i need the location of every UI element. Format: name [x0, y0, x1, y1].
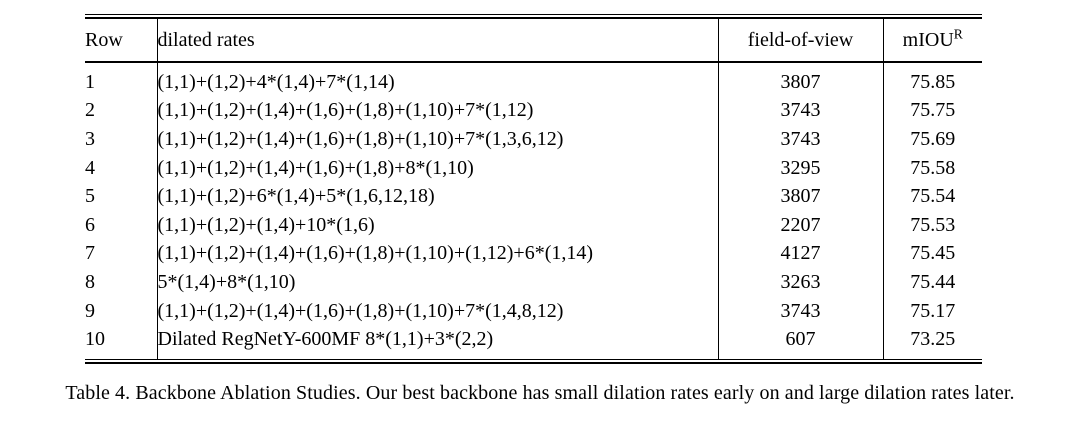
row-number-cell: 1	[85, 70, 95, 93]
header-row: Row dilated rates field-of-view mIOUR	[85, 19, 982, 63]
row-number-cell: 2	[85, 99, 95, 122]
table-row: 8 5*(1,4)+8*(1,10) 3263 75.44	[85, 268, 982, 297]
dilated-rates-cell: (1,1)+(1,2)+(1,4)+(1,6)+(1,8)+(1,10)+(1,…	[156, 239, 718, 269]
table-row: 6 (1,1)+(1,2)+(1,4)+10*(1,6) 2207 75.53	[85, 210, 982, 240]
field-of-view-cell: 3743	[717, 296, 883, 326]
dilated-rates-cell: (1,1)+(1,2)+(1,4)+(1,6)+(1,8)+8*(1,10)	[156, 153, 718, 183]
miou-superscript: R	[953, 25, 963, 41]
dilated-rates-cell: (1,1)+(1,2)+(1,4)+10*(1,6)	[156, 210, 718, 240]
miou-cell: 75.45	[882, 239, 982, 269]
miou-cell: 75.85	[882, 62, 982, 97]
field-of-view-cell: 4127	[717, 239, 883, 269]
header-cell-dilated-rates: dilated rates	[156, 19, 718, 63]
field-of-view-cell: 607	[717, 325, 883, 359]
table-row: 1 (1,1)+(1,2)+4*(1,4)+7*(1,14) 3807 75.85	[85, 62, 982, 97]
field-of-view-cell: 3295	[717, 153, 883, 183]
table-top-rule	[85, 14, 982, 19]
dilated-rates-cell: 5*(1,4)+8*(1,10)	[156, 268, 718, 297]
backbone-ablation-table: Row dilated rates field-of-view mIOUR 1 (…	[85, 19, 982, 359]
table-row: 10 Dilated RegNetY-600MF 8*(1,1)+3*(2,2) 6…	[85, 325, 982, 359]
row-number-cell: 8	[85, 270, 95, 293]
table-row: 7 (1,1)+(1,2)+(1,4)+(1,6)+(1,8)+(1,10)+(1…	[85, 239, 982, 269]
table-row: 9 (1,1)+(1,2)+(1,4)+(1,6)+(1,8)+(1,10)+7*…	[85, 296, 982, 326]
dilated-rates-cell: (1,1)+(1,2)+6*(1,4)+5*(1,6,12,18)	[156, 182, 718, 211]
field-of-view-cell: 3807	[717, 62, 883, 97]
row-number-cell: 9	[85, 299, 95, 322]
field-of-view-cell: 3743	[717, 96, 883, 126]
miou-cell: 75.53	[882, 210, 982, 240]
table-body: 1 (1,1)+(1,2)+4*(1,4)+7*(1,14) 3807 75.85 2(…	[85, 62, 982, 359]
dilated-rates-cell: (1,1)+(1,2)+(1,4)+(1,6)+(1,8)+(1,10)+7*(…	[156, 296, 718, 326]
row-number-cell: 4	[85, 156, 95, 179]
table-row: 4 (1,1)+(1,2)+(1,4)+(1,6)+(1,8)+8*(1,10) 3…	[85, 153, 982, 183]
dilated-rates-cell: Dilated RegNetY-600MF 8*(1,1)+3*(2,2)	[156, 325, 718, 359]
row-number-cell: 7	[85, 242, 95, 265]
miou-cell: 75.69	[882, 125, 982, 154]
row-number-cell: 10	[85, 328, 105, 351]
table-4-block: Row dilated rates field-of-view mIOUR 1 (…	[85, 14, 982, 364]
row-number-cell: 6	[85, 213, 95, 236]
dilated-rates-cell: (1,1)+(1,2)+4*(1,4)+7*(1,14)	[156, 62, 718, 97]
table-header: Row dilated rates field-of-view mIOUR	[85, 19, 982, 63]
field-of-view-cell: 3743	[717, 125, 883, 154]
field-of-view-cell: 3263	[717, 268, 883, 297]
row-number-cell: 3	[85, 127, 95, 150]
row-number-cell: 5	[85, 185, 95, 208]
table-row: 3 (1,1)+(1,2)+(1,4)+(1,6)+(1,8)+(1,10)+7*…	[85, 125, 982, 154]
header-cell-row: Row	[85, 19, 157, 63]
table-row: 5 (1,1)+(1,2)+6*(1,4)+5*(1,6,12,18) 3807 75…	[85, 182, 982, 211]
header-cell-miou: mIOUR	[882, 19, 982, 63]
miou-cell: 75.44	[882, 268, 982, 297]
table-caption: Table 4. Backbone Ablation Studies. Our …	[65, 382, 1015, 404]
dilated-rates-cell: (1,1)+(1,2)+(1,4)+(1,6)+(1,8)+(1,10)+7*(…	[156, 125, 718, 154]
table-bottom-rule	[85, 358, 982, 364]
field-of-view-cell: 3807	[717, 182, 883, 211]
header-cell-field-of-view: field-of-view	[717, 19, 883, 63]
miou-cell: 75.54	[882, 182, 982, 211]
miou-label: mIOU	[902, 28, 954, 51]
field-of-view-cell: 2207	[717, 210, 883, 240]
miou-cell: 73.25	[882, 325, 982, 359]
miou-cell: 75.17	[882, 296, 982, 326]
miou-cell: 75.58	[882, 153, 982, 183]
table-row: 2 (1,1)+(1,2)+(1,4)+(1,6)+(1,8)+(1,10)+7*…	[85, 96, 982, 126]
dilated-rates-cell: (1,1)+(1,2)+(1,4)+(1,6)+(1,8)+(1,10)+7*(…	[156, 96, 718, 126]
miou-cell: 75.75	[882, 96, 982, 126]
